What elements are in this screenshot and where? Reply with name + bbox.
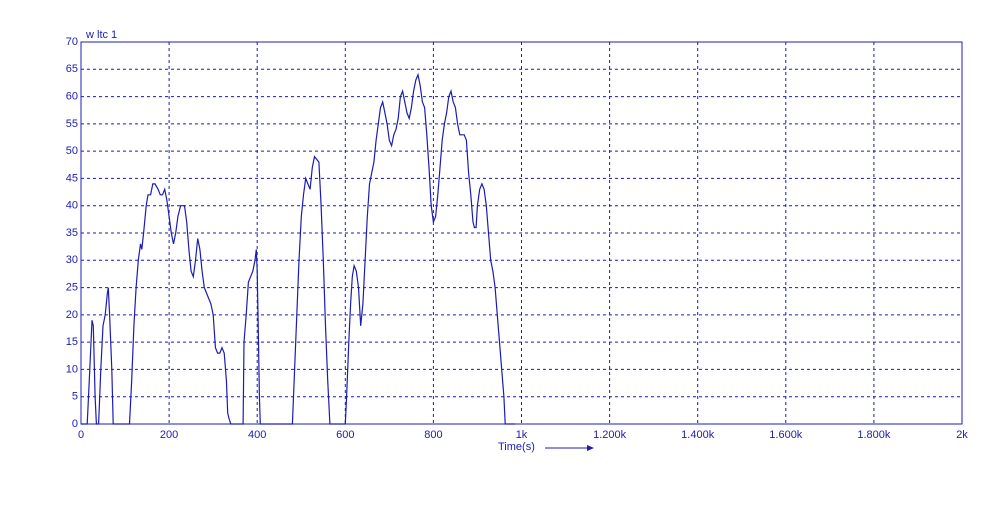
y-tick-label: 10 (66, 363, 78, 375)
x-tick-label: 1.600k (769, 429, 803, 441)
chart-title: w ltc 1 (85, 29, 117, 41)
x-tick-label: 0 (78, 429, 84, 441)
y-tick-label: 40 (66, 200, 78, 212)
y-tick-label: 30 (66, 254, 78, 266)
y-tick-label: 35 (66, 227, 78, 239)
y-tick-label: 15 (66, 336, 78, 348)
x-axis-label: Time(s) (498, 441, 535, 453)
x-tick-label: 800 (424, 429, 442, 441)
y-tick-label: 65 (66, 63, 78, 75)
x-tick-label: 1k (516, 429, 528, 441)
data-line (81, 72, 515, 425)
x-tick-label: 1.400k (681, 429, 715, 441)
y-tick-label: 70 (66, 36, 78, 48)
axis-arrow-head (587, 445, 594, 451)
x-tick-label: 600 (336, 429, 354, 441)
x-tick-label: 1.200k (593, 429, 627, 441)
y-tick-label: 20 (66, 309, 78, 321)
y-tick-label: 5 (72, 391, 78, 403)
x-tick-label: 2k (956, 429, 968, 441)
y-tick-label: 60 (66, 90, 78, 102)
y-tick-label: 45 (66, 172, 78, 184)
y-tick-label: 25 (66, 281, 78, 293)
y-tick-label: 55 (66, 118, 78, 130)
y-tick-label: 50 (66, 145, 78, 157)
y-tick-label: 0 (72, 418, 78, 430)
x-tick-label: 200 (160, 429, 178, 441)
x-tick-label: 1.800k (857, 429, 891, 441)
x-tick-label: 400 (248, 429, 266, 441)
